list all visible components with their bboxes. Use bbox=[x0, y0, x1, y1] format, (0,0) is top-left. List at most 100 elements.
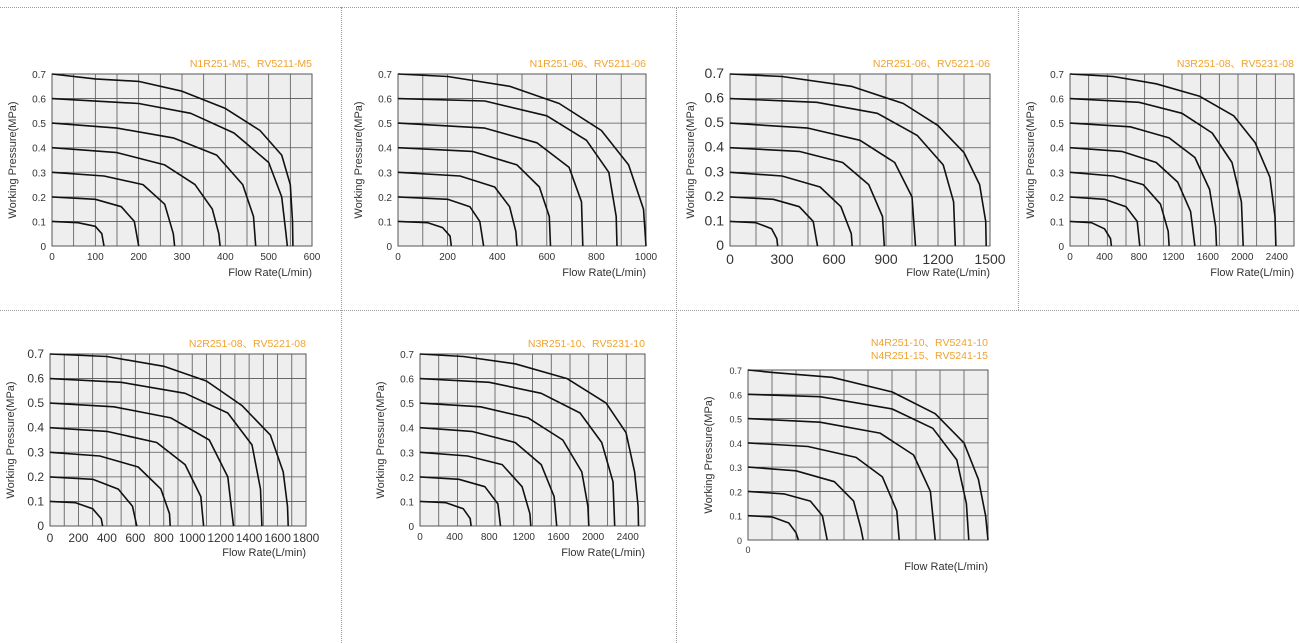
y-tick-label: 0.2 bbox=[705, 188, 725, 204]
x-tick-label: 200 bbox=[130, 252, 147, 263]
x-tick-label: 200 bbox=[68, 531, 88, 545]
series-line-4 bbox=[397, 146, 552, 247]
series-line-5 bbox=[1069, 122, 1218, 247]
x-tick-label: 2400 bbox=[617, 532, 640, 543]
series-line-2 bbox=[49, 476, 138, 527]
chart-title: N4R251-10、RV5241-10 bbox=[871, 337, 988, 349]
x-tick-label: 1200 bbox=[513, 532, 536, 543]
y-tick-label: 0.2 bbox=[32, 193, 46, 204]
x-tick-label: 400 bbox=[97, 531, 117, 545]
series-line-1 bbox=[1069, 220, 1113, 247]
x-tick-label: 900 bbox=[874, 251, 898, 267]
y-tick-label: 0.3 bbox=[378, 168, 392, 179]
y-tick-label: 0.6 bbox=[27, 372, 44, 386]
x-axis-label: Flow Rate(L/min) bbox=[906, 267, 990, 279]
y-tick-label: 0.2 bbox=[729, 487, 742, 497]
x-tick-label: 2400 bbox=[1266, 252, 1289, 263]
y-tick-label: 0 bbox=[40, 242, 46, 253]
series-line-6 bbox=[51, 97, 289, 247]
series-line-2 bbox=[419, 476, 502, 527]
x-tick-label: 0 bbox=[417, 532, 423, 543]
chart-2: 0 0.1 0.2 0.3 0.4 0.5 0.6 0.7 0 200 400 600 800 1000 F… bbox=[353, 58, 658, 279]
series-line-4 bbox=[729, 146, 886, 247]
y-tick-label: 0.4 bbox=[378, 144, 392, 155]
chart-title: N2R251-06、RV5221-06 bbox=[873, 58, 990, 70]
x-tick-label: 0 bbox=[726, 251, 734, 267]
x-tick-label: 0 bbox=[1067, 252, 1073, 263]
y-tick-label: 0 bbox=[737, 536, 742, 546]
series-line-4 bbox=[419, 426, 558, 527]
x-axis-label: Flow Rate(L/min) bbox=[904, 561, 988, 573]
chart-7: 0 0.1 0.2 0.3 0.4 0.5 0.6 0.7 0 Flow Rate(L/min) W… bbox=[703, 337, 989, 573]
y-tick-label: 0.2 bbox=[400, 473, 414, 484]
y-tick-label: 0.1 bbox=[27, 494, 44, 508]
y-tick-label: 0.5 bbox=[1050, 119, 1064, 130]
series-line-7 bbox=[397, 73, 647, 247]
series-line-3 bbox=[419, 451, 532, 527]
x-tick-label: 1400 bbox=[236, 531, 263, 545]
y-tick-label: 0.1 bbox=[729, 512, 742, 522]
x-tick-label: 1500 bbox=[974, 251, 1005, 267]
series-line-5 bbox=[747, 417, 936, 541]
y-tick-label: 0 bbox=[408, 522, 414, 533]
series-line-7 bbox=[729, 73, 987, 247]
x-tick-label: 1000 bbox=[635, 252, 658, 263]
y-tick-label: 0.7 bbox=[400, 350, 414, 361]
series-line-2 bbox=[397, 196, 485, 247]
x-tick-label: 2000 bbox=[1231, 252, 1254, 263]
series-line-7 bbox=[419, 353, 640, 527]
y-tick-label: 0.1 bbox=[32, 217, 46, 228]
series-line-1 bbox=[729, 220, 779, 247]
x-tick-label: 800 bbox=[481, 532, 498, 543]
chart-title: N1R251-M5、RV5211-M5 bbox=[190, 58, 312, 70]
x-tick-label: 400 bbox=[446, 532, 463, 543]
x-tick-label: 600 bbox=[304, 252, 321, 263]
x-axis-label: Flow Rate(L/min) bbox=[228, 267, 312, 279]
y-axis-label: Working Pressure(MPa) bbox=[685, 101, 697, 218]
series-line-2 bbox=[1069, 196, 1141, 247]
series-line-6 bbox=[397, 97, 618, 247]
x-tick-label: 1200 bbox=[1162, 252, 1185, 263]
series-line-3 bbox=[51, 171, 176, 247]
chart-title: N2R251-08、RV5221-08 bbox=[189, 338, 306, 350]
y-tick-label: 0.1 bbox=[378, 217, 392, 228]
series-line-4 bbox=[49, 426, 205, 527]
chart-6: 0 0.1 0.2 0.3 0.4 0.5 0.6 0.7 0 400 800 1200 1600 200… bbox=[375, 338, 646, 559]
x-tick-label: 0 bbox=[395, 252, 401, 263]
x-tick-label: 1600 bbox=[1197, 252, 1220, 263]
y-tick-label: 0.7 bbox=[378, 70, 392, 81]
x-tick-label: 400 bbox=[1096, 252, 1113, 263]
x-axis-label: Flow Rate(L/min) bbox=[1210, 267, 1294, 279]
column-divider-1 bbox=[341, 7, 342, 643]
y-tick-label: 0.7 bbox=[705, 65, 725, 81]
x-tick-label: 0 bbox=[47, 531, 54, 545]
x-tick-label: 1600 bbox=[264, 531, 291, 545]
x-tick-label: 1200 bbox=[207, 531, 234, 545]
series-line-3 bbox=[1069, 171, 1170, 247]
y-tick-label: 0.2 bbox=[1050, 193, 1064, 204]
series-line-3 bbox=[729, 171, 853, 247]
x-tick-label: 100 bbox=[87, 252, 104, 263]
x-tick-label: 1200 bbox=[922, 251, 953, 267]
y-tick-label: 0.5 bbox=[32, 119, 46, 130]
series-line-6 bbox=[49, 377, 263, 527]
x-tick-label: 0 bbox=[745, 545, 750, 555]
series-line-5 bbox=[49, 402, 235, 527]
y-axis-label: Working Pressure(MPa) bbox=[353, 101, 365, 218]
chart-title: N1R251-06、RV5211-06 bbox=[530, 58, 647, 70]
chart-title: N3R251-08、RV5231-08 bbox=[1177, 58, 1294, 70]
series-line-1 bbox=[49, 500, 104, 527]
y-tick-label: 0.4 bbox=[1050, 144, 1064, 155]
series-line-6 bbox=[1069, 97, 1244, 247]
chart-subtitle: N4R251-15、RV5241-15 bbox=[871, 350, 988, 362]
y-tick-label: 0.7 bbox=[1050, 70, 1064, 81]
x-tick-label: 400 bbox=[217, 252, 234, 263]
series-line-1 bbox=[419, 500, 472, 527]
x-tick-label: 600 bbox=[538, 252, 555, 263]
series-line-5 bbox=[397, 122, 584, 247]
y-tick-label: 0.4 bbox=[705, 139, 725, 155]
chart-title: N3R251-10、RV5231-10 bbox=[528, 338, 645, 350]
y-axis-label: Working Pressure(MPa) bbox=[7, 101, 19, 218]
